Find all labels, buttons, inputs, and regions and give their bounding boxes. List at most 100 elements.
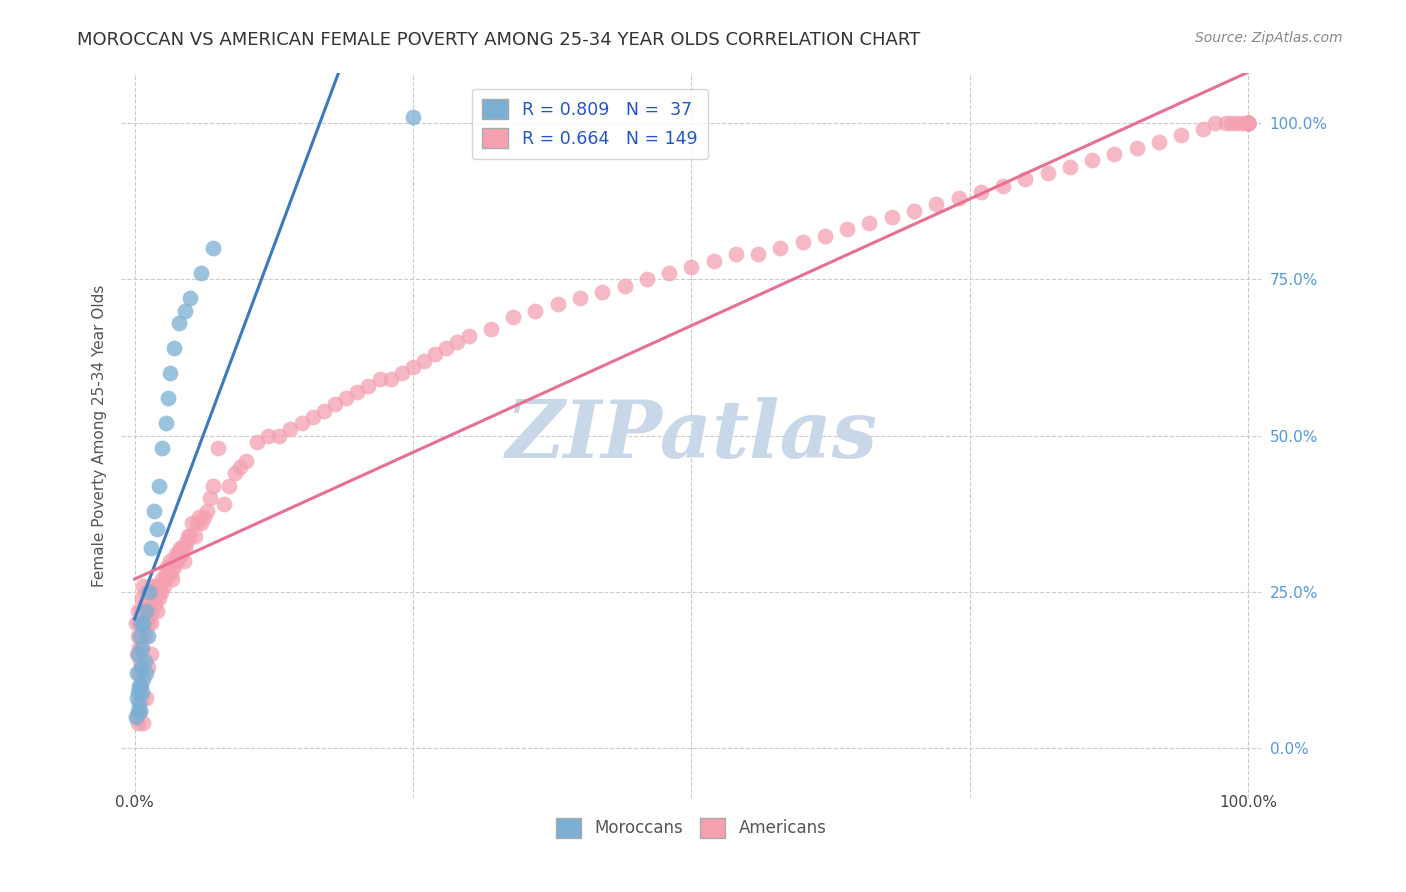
Point [135, 585, 157, 599]
Point [1237, 116, 1260, 130]
Point [1237, 116, 1260, 130]
Point [134, 629, 156, 643]
Point [146, 585, 169, 599]
Point [235, 453, 257, 467]
Point [858, 216, 880, 230]
Point [155, 416, 177, 430]
Point [425, 347, 447, 361]
Point [141, 604, 163, 618]
Point [814, 228, 837, 243]
Point [703, 253, 725, 268]
Text: 0.0%: 0.0% [115, 795, 153, 810]
Point [129, 641, 152, 656]
Point [174, 534, 197, 549]
Point [524, 303, 547, 318]
Point [925, 197, 948, 211]
Point [446, 334, 468, 349]
Point [547, 297, 569, 311]
Y-axis label: Female Poverty Among 25-34 Year Olds: Female Poverty Among 25-34 Year Olds [93, 285, 107, 587]
Point [156, 391, 179, 405]
Point [128, 679, 150, 693]
Point [135, 604, 157, 618]
Point [132, 716, 155, 731]
Point [201, 478, 224, 492]
Point [380, 372, 402, 386]
Point [1059, 160, 1081, 174]
Point [131, 691, 153, 706]
Point [658, 266, 681, 280]
Point [125, 648, 148, 662]
Point [156, 559, 179, 574]
Point [129, 616, 152, 631]
Point [229, 459, 252, 474]
Point [1237, 116, 1260, 130]
Point [131, 591, 153, 606]
Point [142, 591, 165, 606]
Point [129, 679, 152, 693]
Point [129, 704, 152, 718]
Point [160, 566, 183, 580]
Point [837, 222, 859, 236]
Point [568, 291, 591, 305]
Point [129, 654, 152, 668]
Point [129, 616, 152, 631]
Point [1036, 166, 1059, 180]
Point [724, 247, 747, 261]
Point [163, 553, 186, 567]
Point [149, 578, 172, 592]
Point [152, 578, 174, 592]
Point [172, 541, 194, 555]
Point [1125, 141, 1147, 155]
Point [136, 660, 159, 674]
Point [173, 303, 195, 318]
Point [1237, 116, 1260, 130]
Point [170, 547, 193, 561]
Point [148, 478, 170, 492]
Point [135, 666, 157, 681]
Point [162, 341, 184, 355]
Point [135, 604, 157, 618]
Point [138, 585, 160, 599]
Point [681, 260, 703, 274]
Point [156, 566, 179, 580]
Point [129, 679, 152, 693]
Point [1237, 116, 1260, 130]
Point [1170, 128, 1192, 143]
Point [335, 391, 357, 405]
Point [769, 241, 792, 255]
Point [970, 185, 993, 199]
Point [135, 691, 157, 706]
Point [301, 409, 323, 424]
Point [186, 516, 208, 530]
Point [1237, 116, 1260, 130]
Point [162, 559, 184, 574]
Point [402, 110, 425, 124]
Point [150, 585, 173, 599]
Point [903, 203, 925, 218]
Point [1237, 116, 1260, 130]
Point [269, 428, 291, 442]
Point [218, 478, 240, 492]
Point [1237, 116, 1260, 130]
Point [1081, 153, 1104, 168]
Point [167, 316, 190, 330]
Point [141, 578, 163, 592]
Point [134, 598, 156, 612]
Point [162, 572, 184, 586]
Point [136, 629, 159, 643]
Point [125, 710, 148, 724]
Point [132, 673, 155, 687]
Point [146, 604, 169, 618]
Point [135, 616, 157, 631]
Point [131, 685, 153, 699]
Point [1215, 116, 1237, 130]
Point [257, 428, 280, 442]
Point [357, 378, 380, 392]
Point [991, 178, 1014, 193]
Point [125, 691, 148, 706]
Point [129, 704, 152, 718]
Point [127, 629, 149, 643]
Point [792, 235, 814, 249]
Point [159, 366, 181, 380]
Point [167, 547, 190, 561]
